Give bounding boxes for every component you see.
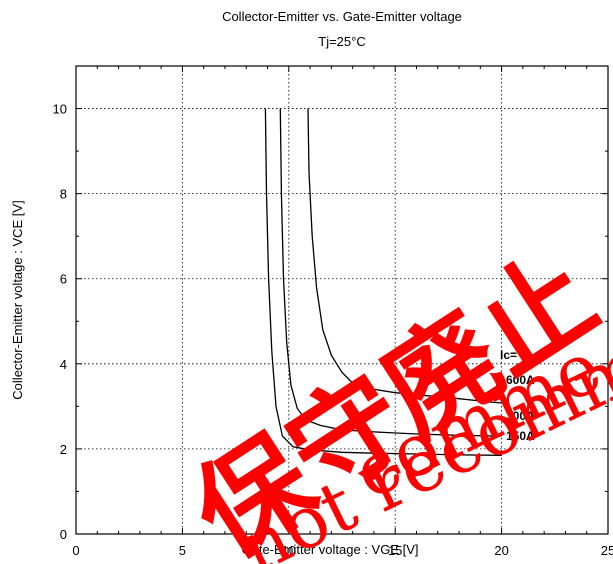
- y-tick-label: 4: [60, 357, 67, 372]
- series: [264, 108, 502, 456]
- y-tick-label: 6: [60, 272, 67, 287]
- y-axis-label: Collector-Emitter voltage : VCE [V]: [10, 200, 25, 399]
- legend-title: Ic=: [500, 348, 517, 362]
- series-line-600a: [307, 108, 502, 404]
- chart-title: Collector-Emitter vs. Gate-Emitter volta…: [222, 9, 462, 24]
- grid: [76, 66, 608, 534]
- x-tick-label: 15: [388, 543, 402, 558]
- series-line-150a: [264, 108, 502, 456]
- x-tick-label: 10: [282, 543, 296, 558]
- series-label-150a: 150A: [506, 429, 535, 443]
- chart-subtitle: Tj=25°C: [318, 34, 365, 49]
- y-tick-label: 2: [60, 442, 67, 457]
- x-tick-label: 5: [179, 543, 186, 558]
- y-tick-label: 0: [60, 527, 67, 542]
- x-tick-label: 0: [72, 543, 79, 558]
- curve-labels: Ic= 600A 300A 150A: [500, 348, 535, 443]
- x-tick-label: 20: [494, 543, 508, 558]
- series-line-300a: [279, 108, 502, 437]
- watermark: not recomm comme 保守廃止: [172, 230, 613, 564]
- axis-ticks: 0 5 10 15 20 25 0 2 4 6 8 10: [53, 65, 613, 558]
- series-label-600a: 600A: [506, 373, 535, 387]
- x-axis-label: Gate-Emitter voltage : VGE [V]: [241, 542, 418, 557]
- y-tick-label: 8: [60, 187, 67, 202]
- y-tick-label: 10: [53, 102, 67, 117]
- series-label-300a: 300A: [506, 409, 535, 423]
- plot-frame: [75, 65, 609, 535]
- x-tick-label: 25: [601, 543, 613, 558]
